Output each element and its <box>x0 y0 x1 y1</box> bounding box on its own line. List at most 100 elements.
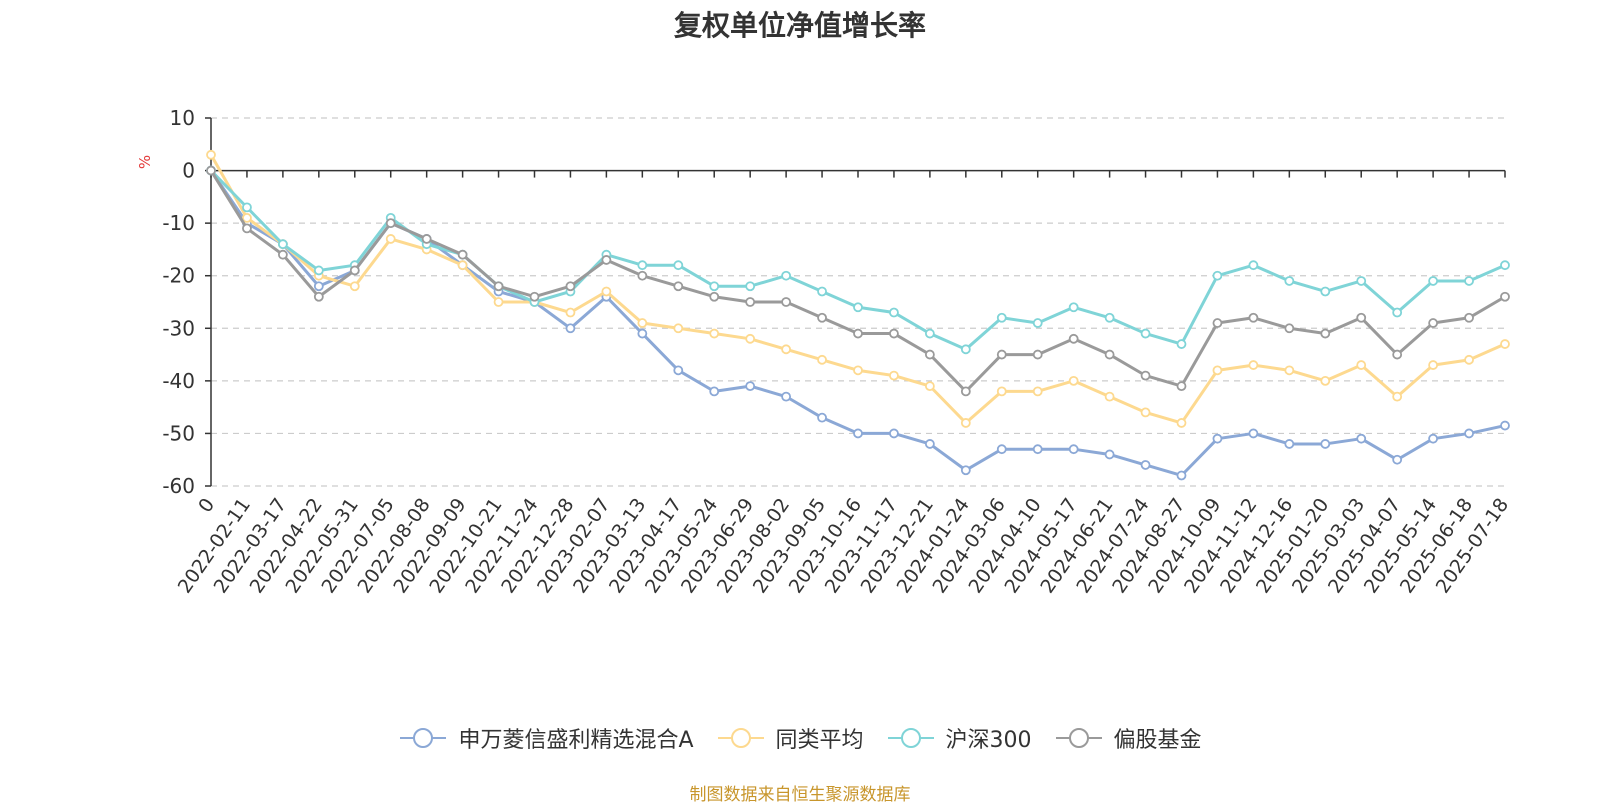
legend-marker-icon <box>400 728 447 748</box>
data-point <box>1464 276 1474 286</box>
y-tick-label: 10 <box>170 106 195 130</box>
data-point <box>637 318 648 328</box>
data-point <box>1392 307 1403 318</box>
data-point <box>565 323 576 334</box>
data-point <box>709 386 720 397</box>
data-point <box>1248 312 1259 323</box>
legend-label: 同类平均 <box>775 728 864 753</box>
series-line-2 <box>209 169 1507 351</box>
data-point <box>1320 439 1331 449</box>
data-point <box>1284 323 1295 334</box>
y-tick-label: -60 <box>162 474 195 498</box>
legend-circle <box>900 728 921 748</box>
data-point <box>673 323 684 334</box>
data-point <box>924 439 935 449</box>
legend-label: 沪深300 <box>945 728 1032 753</box>
data-point <box>1356 276 1367 286</box>
source-note: 制图数据来自恒生聚源数据库 <box>689 785 911 805</box>
data-point <box>637 260 648 271</box>
data-point <box>1032 349 1043 360</box>
data-point <box>781 391 792 402</box>
data-point <box>493 281 504 292</box>
legend-item[interactable]: 申万菱信盛利精选混合A <box>398 722 694 754</box>
data-point <box>457 260 468 271</box>
y-tick-label: -20 <box>162 264 195 288</box>
data-point <box>924 349 935 360</box>
data-point <box>1068 302 1079 313</box>
data-point <box>1212 433 1223 444</box>
data-point <box>1464 354 1474 365</box>
data-point <box>1140 370 1151 381</box>
data-point <box>1500 291 1510 302</box>
legend-circle <box>413 728 434 748</box>
data-point <box>853 428 863 439</box>
x-tick-label: 0 <box>194 494 219 517</box>
legend-circle <box>1068 728 1089 748</box>
data-point <box>1320 375 1331 386</box>
data-point <box>709 291 720 302</box>
y-tick-label: -40 <box>162 369 195 393</box>
data-point <box>421 234 432 244</box>
data-point <box>1356 433 1367 444</box>
data-point <box>565 307 576 318</box>
y-tick-label: -30 <box>162 316 195 340</box>
legend-label: 申万菱信盛利精选混合A <box>458 728 694 753</box>
data-point <box>1320 328 1331 339</box>
data-point <box>565 281 576 292</box>
data-point <box>1392 349 1403 360</box>
data-point <box>673 281 684 292</box>
legend-circle <box>730 728 751 748</box>
legend-marker-icon <box>887 728 934 748</box>
data-point <box>924 328 935 339</box>
data-point <box>960 465 971 476</box>
data-point <box>242 202 252 213</box>
data-point <box>960 386 971 397</box>
data-point <box>781 344 792 355</box>
data-point <box>601 255 612 265</box>
series-line-1 <box>209 153 1507 425</box>
data-point <box>1428 276 1439 286</box>
data-point <box>745 381 756 392</box>
data-point <box>1176 470 1187 481</box>
legend-marker-icon <box>717 728 764 748</box>
legend-item[interactable]: 同类平均 <box>716 722 864 754</box>
data-point <box>1464 428 1474 439</box>
data-point <box>745 297 756 307</box>
data-point <box>1428 433 1439 444</box>
data-point <box>277 239 288 250</box>
data-point <box>1032 318 1043 328</box>
y-axis-unit: % <box>136 155 154 169</box>
data-point <box>745 333 756 344</box>
data-point <box>673 365 684 376</box>
data-point <box>673 260 684 271</box>
data-point <box>1212 318 1223 328</box>
y-tick-label: -10 <box>162 211 195 235</box>
data-point <box>996 386 1007 397</box>
series-lines <box>206 149 1510 481</box>
data-point <box>313 281 324 292</box>
data-point <box>889 428 899 439</box>
data-point <box>1176 339 1187 349</box>
data-point <box>1248 428 1259 439</box>
legend-item[interactable]: 沪深300 <box>886 722 1032 754</box>
series-line-3 <box>209 169 1507 393</box>
data-point <box>960 344 971 355</box>
data-point <box>1500 339 1510 349</box>
data-point <box>1284 276 1295 286</box>
data-point <box>1032 386 1043 397</box>
data-point <box>1140 407 1151 418</box>
data-point <box>206 165 216 176</box>
data-point <box>1068 375 1079 386</box>
data-point <box>817 286 827 297</box>
legend-item[interactable]: 偏股基金 <box>1054 722 1202 754</box>
data-point <box>1464 312 1474 323</box>
chart-title: 复权单位净值增长率 <box>673 9 926 42</box>
data-point <box>313 265 324 276</box>
axes: 100-10-20-30-40-50-6002022-02-112022-03-… <box>162 106 1513 597</box>
data-point <box>960 418 971 428</box>
data-point <box>1356 360 1367 370</box>
legend-marker-icon <box>1055 728 1102 748</box>
data-point <box>1212 270 1223 281</box>
data-point <box>1320 286 1331 297</box>
